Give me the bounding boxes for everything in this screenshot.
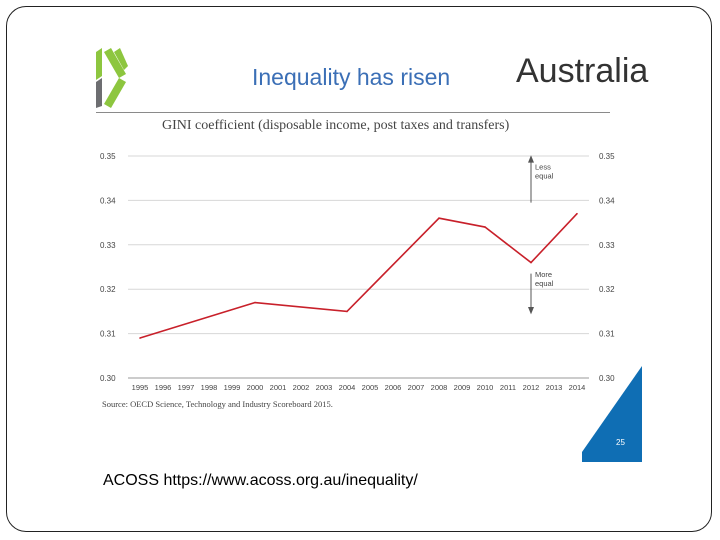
x-tick-label: 2010	[477, 383, 494, 392]
footer-link[interactable]: ACOSS https://www.acoss.org.au/inequalit…	[103, 472, 418, 489]
y-tick-label-left: 0.31	[100, 330, 116, 339]
x-tick-label: 2013	[546, 383, 563, 392]
corner-accent	[582, 366, 642, 462]
y-tick-label-left: 0.32	[100, 285, 116, 294]
chart-title: GINI coefficient (disposable income, pos…	[162, 118, 510, 133]
y-tick-label-left: 0.33	[100, 241, 116, 250]
x-tick-label: 1996	[155, 383, 172, 392]
data-point	[438, 217, 440, 219]
x-tick-label: 1998	[201, 383, 218, 392]
x-tick-label: 1997	[178, 383, 195, 392]
header-divider	[96, 112, 610, 113]
data-point	[576, 212, 578, 215]
data-point	[484, 226, 486, 228]
x-tick-label: 2004	[339, 383, 356, 392]
x-tick-label: 2006	[385, 383, 402, 392]
slide-heading: Inequality has risen	[252, 64, 451, 90]
data-point	[346, 310, 348, 313]
x-tick-label: 2011	[500, 383, 516, 392]
slide-frame	[6, 6, 712, 532]
y-tick-label-left: 0.34	[100, 196, 116, 205]
x-tick-label: 2008	[431, 383, 448, 392]
x-tick-label: 2009	[454, 383, 471, 392]
y-tick-label-left: 0.30	[100, 374, 116, 383]
y-tick-label-right: 0.31	[599, 330, 615, 339]
annotation-more-equal: equal	[535, 279, 554, 288]
data-point	[139, 337, 141, 339]
oecd-logo-icon	[96, 48, 128, 108]
less-equal-arrow-head	[528, 155, 534, 163]
gini-line-chart: 0.35 0.35 0.34 0.34 0.33 0.33 0.32 0.32 0.31 0.31…	[100, 152, 615, 392]
y-tick-label-right: 0.35	[599, 152, 615, 161]
page-number: 25	[616, 438, 625, 447]
x-tick-label: 1999	[224, 383, 241, 392]
chart-source: Source: OECD Science, Technology and Ind…	[102, 399, 333, 409]
annotation-less-equal: Less	[535, 162, 551, 171]
series-line	[139, 213, 578, 339]
x-tick-label: 2014	[569, 383, 586, 392]
y-tick-label-right: 0.34	[599, 196, 615, 205]
more-equal-arrow-head	[528, 306, 534, 315]
x-tick-label: 2001	[270, 383, 287, 392]
x-tick-label: 2007	[408, 383, 425, 392]
annotation-less-equal: equal	[535, 171, 554, 180]
y-tick-label-right: 0.33	[599, 241, 615, 250]
x-tick-label: 2000	[247, 383, 264, 392]
x-tick-label: 2003	[316, 383, 333, 392]
y-tick-label-left: 0.35	[100, 152, 116, 161]
annotation-more-equal: More	[535, 270, 552, 279]
x-tick-label: 1995	[132, 383, 149, 392]
data-point	[254, 301, 256, 304]
data-point	[530, 261, 532, 264]
x-tick-label: 2012	[523, 383, 540, 392]
y-tick-label-right: 0.32	[599, 285, 615, 294]
x-tick-label: 2005	[362, 383, 379, 392]
y-tick-label-right: 0.30	[599, 374, 615, 383]
x-tick-label: 2002	[293, 383, 310, 392]
country-label: Australia	[516, 52, 649, 90]
